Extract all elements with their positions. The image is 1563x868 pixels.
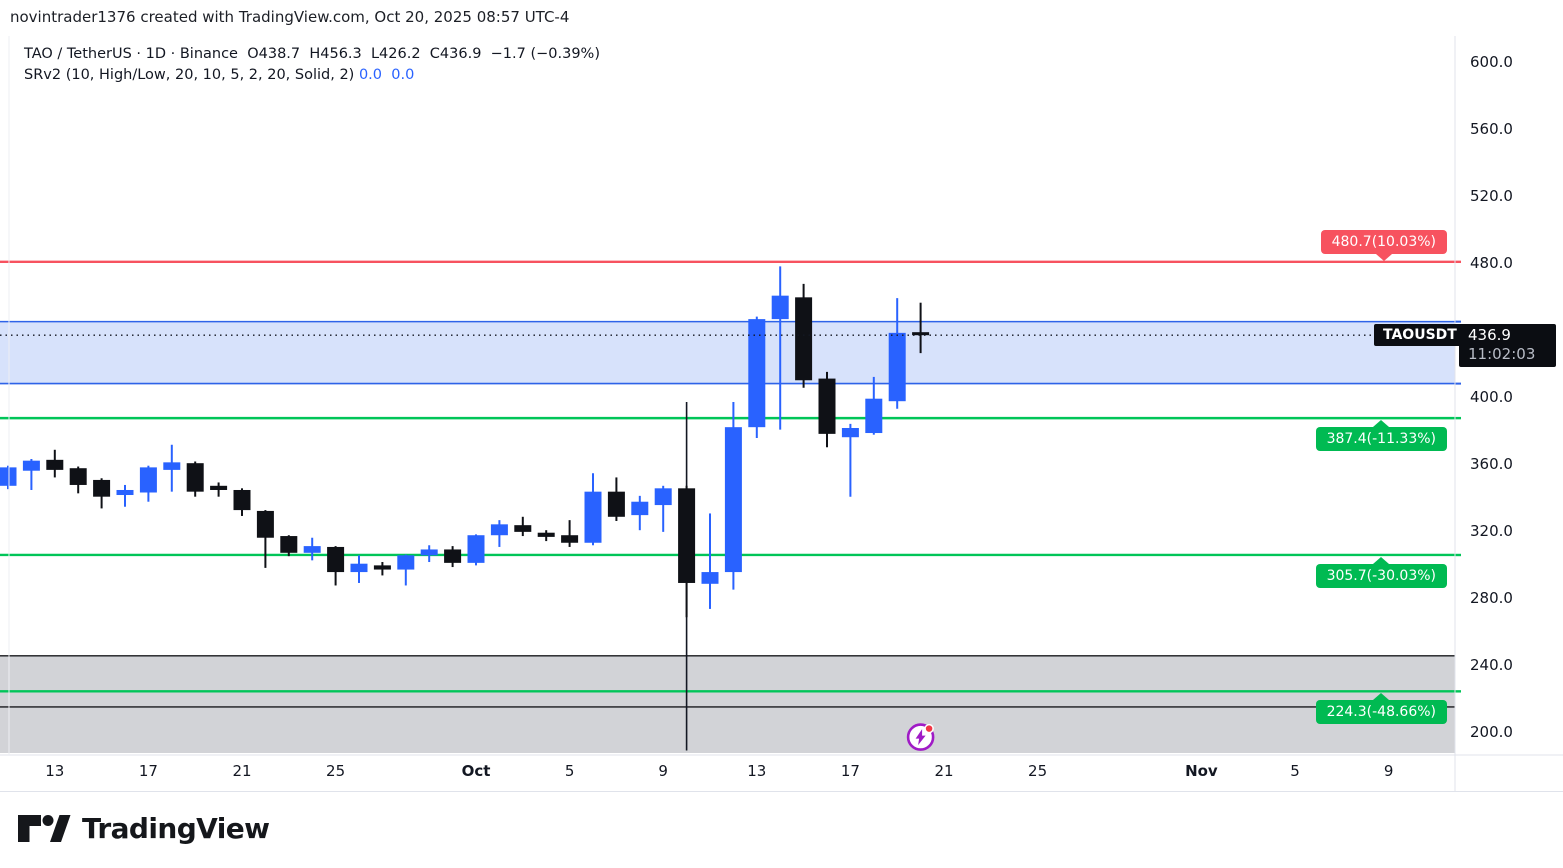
level-badge-387.4[interactable]: 387.4(-11.33%) bbox=[1315, 420, 1447, 452]
level-badge-305.7[interactable]: 305.7(-30.03%) bbox=[1315, 556, 1447, 588]
candle[interactable] bbox=[771, 266, 789, 430]
badge-pointer bbox=[1373, 693, 1390, 701]
tradingview-logo-icon bbox=[18, 815, 71, 842]
x-axis-label: 17 bbox=[138, 762, 158, 780]
candle[interactable] bbox=[467, 534, 485, 566]
attribution-text: novintrader1376 created with TradingView… bbox=[10, 8, 570, 26]
y-axis-label: 320.0 bbox=[1470, 522, 1513, 541]
y-axis-label: 200.0 bbox=[1470, 723, 1513, 742]
candle[interactable] bbox=[584, 473, 602, 546]
y-axis-label: 400.0 bbox=[1470, 388, 1513, 406]
candle[interactable] bbox=[327, 546, 345, 586]
srv2-blue-zone bbox=[0, 320, 1455, 385]
indicator-title: SRv2 (10, High/Low, 20, 10, 5, 2, 20, So… bbox=[24, 67, 355, 83]
symbol-title: TAO / TetherUS · 1D · Binance bbox=[24, 46, 238, 62]
x-axis-label: 9 bbox=[658, 762, 668, 780]
candle[interactable] bbox=[233, 488, 251, 516]
candle[interactable] bbox=[841, 423, 859, 497]
x-axis-label: Oct bbox=[461, 762, 491, 780]
indicator-legend-row[interactable]: SRv2 (10, High/Low, 20, 10, 5, 2, 20, So… bbox=[24, 65, 600, 86]
last-price-value: 436.9 bbox=[1468, 326, 1511, 345]
candle[interactable] bbox=[93, 478, 111, 509]
x-axis-label: 5 bbox=[1290, 762, 1300, 780]
x-axis-label: 5 bbox=[564, 762, 575, 780]
candle[interactable] bbox=[724, 402, 742, 590]
candle[interactable] bbox=[490, 520, 508, 547]
candle[interactable] bbox=[116, 484, 134, 507]
price-line-symbol-label[interactable]: TAOUSDT bbox=[1374, 324, 1466, 347]
bar-countdown: 11:02:03 bbox=[1468, 345, 1536, 364]
candle[interactable] bbox=[654, 485, 672, 532]
candle[interactable] bbox=[69, 466, 87, 494]
time-axis[interactable]: 13 17 21 25 Oct 5 9 13 17 21 25 Nov 5 9 bbox=[0, 755, 1563, 792]
candle[interactable] bbox=[350, 555, 368, 583]
candle[interactable] bbox=[46, 449, 64, 478]
y-axis-label: 560.0 bbox=[1470, 119, 1513, 138]
y-axis-label: 600.0 bbox=[1470, 52, 1513, 71]
candle[interactable] bbox=[678, 485, 696, 618]
x-axis-label: 21 bbox=[934, 762, 954, 780]
candle[interactable] bbox=[0, 465, 17, 490]
ohlc-values bbox=[238, 46, 247, 62]
ohlc-readout: O438.7 H456.3 L426.2 C436.9 −1.7 (−0.39%… bbox=[247, 46, 600, 62]
srv2-gray-zone bbox=[0, 655, 1455, 753]
chart-legend: TAO / TetherUS · 1D · Binance O438.7 H45… bbox=[24, 44, 600, 86]
candle[interactable] bbox=[865, 376, 883, 435]
candle[interactable] bbox=[537, 530, 555, 542]
candle[interactable] bbox=[444, 546, 462, 568]
price-chart-plot[interactable] bbox=[0, 36, 1563, 796]
candle[interactable] bbox=[139, 465, 157, 502]
y-axis-label: 360.0 bbox=[1470, 455, 1513, 474]
y-axis-label: 520.0 bbox=[1470, 186, 1513, 205]
y-axis-label: 280.0 bbox=[1470, 589, 1513, 608]
last-price-axis-badge[interactable]: 436.9 11:02:03 bbox=[1459, 324, 1556, 368]
level-badge-224.3[interactable]: 224.3(-48.66%) bbox=[1315, 693, 1447, 725]
tradingview-logo-text: TradingView bbox=[82, 811, 270, 845]
x-axis-label: 25 bbox=[1028, 762, 1048, 780]
x-axis-label: 13 bbox=[747, 762, 767, 780]
x-axis-label: 21 bbox=[232, 762, 252, 780]
candle[interactable] bbox=[186, 461, 204, 497]
candle[interactable] bbox=[303, 537, 321, 561]
indicator-values: 0.0 0.0 bbox=[358, 67, 415, 83]
candle[interactable] bbox=[912, 302, 930, 354]
symbol-legend-row[interactable]: TAO / TetherUS · 1D · Binance O438.7 H45… bbox=[24, 44, 600, 65]
candle[interactable] bbox=[607, 477, 625, 521]
y-axis-label: 240.0 bbox=[1470, 656, 1513, 675]
candle[interactable] bbox=[210, 482, 228, 497]
level-badge-480.7[interactable]: 480.7(10.03%) bbox=[1320, 229, 1447, 261]
x-axis-label: 17 bbox=[840, 762, 860, 780]
candle[interactable] bbox=[748, 316, 766, 439]
candle[interactable] bbox=[420, 545, 438, 563]
flash-boost-icon[interactable] bbox=[906, 723, 935, 751]
candle[interactable] bbox=[22, 458, 40, 490]
x-axis-label: 25 bbox=[326, 762, 346, 780]
candle[interactable] bbox=[397, 554, 415, 586]
candle[interactable] bbox=[280, 535, 298, 557]
candle[interactable] bbox=[631, 495, 649, 531]
candle[interactable] bbox=[561, 520, 579, 547]
y-axis-label: 480.0 bbox=[1470, 253, 1513, 272]
candle[interactable] bbox=[514, 516, 532, 537]
candle[interactable] bbox=[888, 298, 906, 409]
candle[interactable] bbox=[373, 562, 391, 576]
badge-pointer bbox=[1373, 556, 1390, 564]
badge-pointer bbox=[1373, 420, 1390, 428]
price-axis[interactable]: 600.0 560.0 520.0 480.0 400.0 360.0 320.0 280.0… bbox=[1455, 36, 1563, 755]
candle[interactable] bbox=[701, 513, 719, 609]
badge-pointer bbox=[1375, 253, 1392, 261]
candle[interactable] bbox=[256, 510, 274, 568]
tradingview-logo[interactable]: TradingView bbox=[16, 806, 270, 850]
candles-layer bbox=[0, 266, 930, 618]
x-axis-label: 9 bbox=[1383, 762, 1394, 780]
candle[interactable] bbox=[818, 371, 836, 448]
x-axis-label: Nov bbox=[1185, 762, 1218, 780]
x-axis-label: 13 bbox=[45, 762, 65, 780]
candle[interactable] bbox=[163, 444, 181, 492]
